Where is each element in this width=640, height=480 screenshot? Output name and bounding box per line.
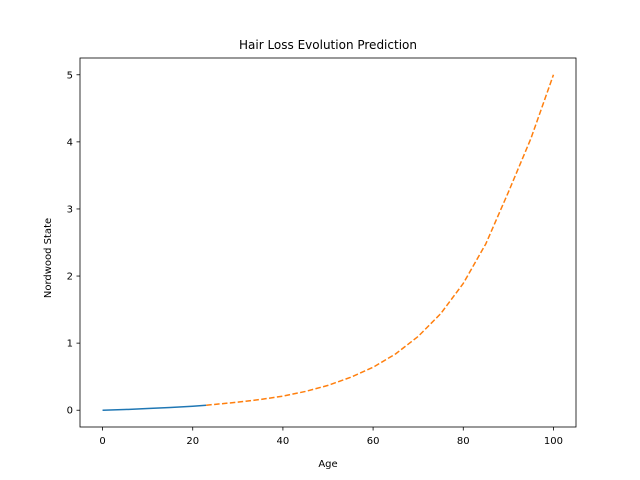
- x-tick-label: 20: [186, 436, 199, 447]
- y-tick-label: 0: [67, 406, 73, 417]
- y-tick-label: 4: [67, 137, 73, 148]
- y-tick-label: 2: [67, 272, 73, 283]
- chart-title: Hair Loss Evolution Prediction: [239, 38, 417, 52]
- plot-area: 0 20 40 60 80 100 0 1 2 3 4 5: [67, 57, 577, 447]
- x-tick-label: 100: [544, 436, 563, 447]
- series-line-2: [206, 74, 555, 406]
- y-tick-label: 3: [67, 204, 73, 215]
- x-tick-label: 60: [367, 436, 380, 447]
- x-tick-label: 40: [277, 436, 290, 447]
- series-line-1: [102, 404, 207, 411]
- y-axis-title: Nordwood State: [43, 218, 54, 298]
- x-tick-label: 0: [99, 436, 105, 447]
- x-axis-title: Age: [318, 459, 337, 470]
- y-tick-label: 1: [67, 339, 73, 350]
- y-tick-label: 5: [67, 70, 73, 81]
- x-tick-label: 80: [457, 436, 470, 447]
- axes-frame: [79, 57, 577, 428]
